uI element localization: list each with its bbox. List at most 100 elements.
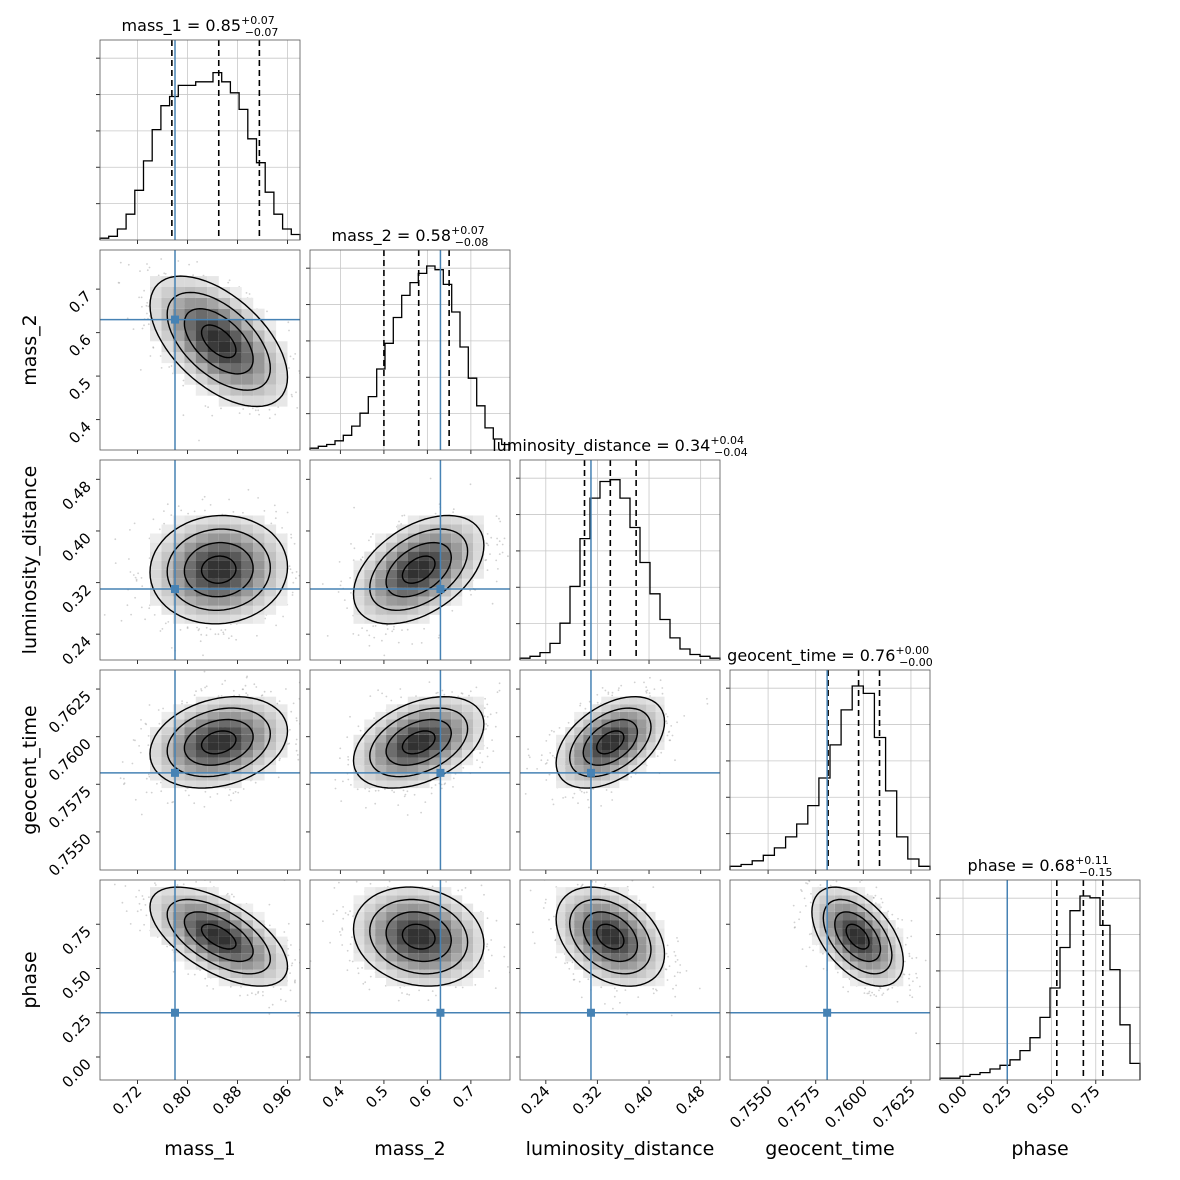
density-cell [161,330,173,342]
density-cell [241,341,254,353]
density-cell [195,319,208,331]
density-cell [172,297,185,309]
sample-point [349,577,351,579]
density-cell [150,533,162,543]
density-cell [161,524,173,534]
sample-point [145,304,148,307]
sample-point [292,358,295,360]
sample-point [275,510,277,513]
sample-point [138,296,141,299]
contour-line [149,696,289,789]
sample-point [386,628,389,630]
sample-point [253,683,256,686]
sample-point [162,707,165,710]
density-cell [353,587,365,597]
sample-point [132,328,135,330]
density-cell [161,727,173,735]
density-cell [253,614,265,624]
sample-point [295,577,297,580]
sample-point [353,547,356,550]
density-cell [230,297,242,309]
density-cell [207,276,219,287]
sample-point [486,542,489,545]
density-cell [172,352,185,364]
truth-marker [171,768,179,777]
sample-point [230,635,233,637]
density-cell [462,569,474,579]
sample-point [147,773,150,776]
density-cell [230,780,242,789]
density-cell [218,395,231,407]
sample-point [217,633,220,636]
density-cell [407,596,419,606]
sample-point [171,801,174,804]
sample-point [377,689,379,692]
sample-point [203,805,206,808]
density-cell [195,578,208,588]
sample-point [114,538,117,541]
density-cell [397,578,408,588]
density-cell [264,524,277,534]
density-cell [172,727,185,735]
density-mass_1-luminosity_distance [100,460,300,660]
sample-point [245,676,248,679]
density-cell [161,765,173,773]
sample-point [498,553,501,555]
sample-point [119,777,122,780]
sample-point [121,761,124,763]
sample-point [292,702,295,705]
density-cell [218,742,231,750]
density-cell [218,765,231,773]
density-cell [218,719,231,728]
density-cell [161,772,173,781]
density-cell [364,605,376,615]
sample-point [352,633,355,635]
density-cell [172,711,185,720]
sample-point [295,743,297,745]
sample-point [397,804,400,806]
density-cell [195,363,208,374]
sample-point [359,729,362,732]
sample-point [290,710,293,713]
sample-point [232,511,235,513]
sample-point [159,355,162,357]
density-cell [161,711,173,720]
sample-point [298,370,300,372]
density-cell [375,605,387,615]
sample-point [129,571,132,573]
density-cell [253,578,265,588]
sample-point [160,367,163,369]
panel-frame [99,249,301,451]
sample-point [290,533,292,536]
sample-point [498,689,501,692]
sample-point [201,498,204,501]
sample-point [339,747,342,750]
sample-point [238,412,241,414]
sample-point [260,694,263,697]
density-cell [230,569,242,579]
sample-point [139,369,142,371]
sample-point [281,527,283,529]
density-cell [184,363,196,374]
density-cell [264,395,277,407]
density-cell [451,569,463,579]
density-cell [195,780,208,789]
density-cell [218,750,231,758]
density-cell [264,696,277,705]
sample-point [411,643,414,645]
density-cell [397,551,408,561]
sample-point [149,355,152,357]
truth-marker [171,315,179,324]
sample-point [163,272,166,275]
sample-point [321,583,324,585]
sample-point [264,617,267,620]
sample-point [177,505,180,507]
density-cell [230,750,242,758]
sample-point [220,695,223,697]
sample-point [257,409,260,412]
sample-point [120,619,123,622]
sample-point [440,783,443,786]
density-cell [218,384,231,396]
sample-point [413,793,416,796]
sample-point [166,503,169,506]
